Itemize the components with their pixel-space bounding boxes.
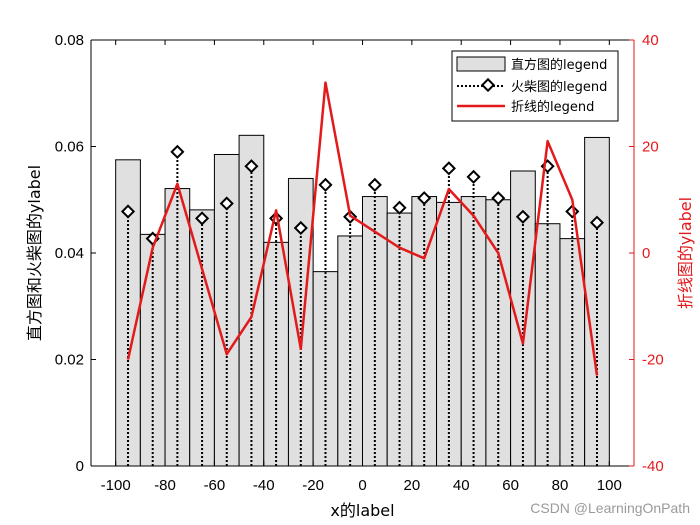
x-tick-label: 60 [502, 477, 519, 494]
x-tick-label: -60 [204, 477, 226, 494]
stem-marker [466, 169, 481, 184]
stem-marker [293, 220, 308, 236]
y-left-tick-label: 0.08 [55, 32, 84, 49]
stem-marker [417, 191, 432, 206]
y-left-tick-label: 0 [76, 458, 84, 475]
stem-marker [392, 200, 407, 215]
stem-marker [194, 211, 210, 226]
x-tick-label: 80 [552, 477, 569, 494]
y-left-axis-title: 直方图和火柴图的ylabel [25, 165, 44, 341]
y-left-tick-label: 0.04 [55, 245, 84, 262]
stem-marker [491, 191, 506, 206]
axes [90, 39, 635, 467]
histogram-bar [436, 201, 462, 467]
legend-label-line: 折线的legend [511, 99, 594, 115]
histogram-bar [386, 212, 413, 467]
watermark-text: CSDN @LearningOnPath [530, 500, 690, 516]
stem-marker [170, 144, 185, 159]
stem-marker [367, 177, 382, 192]
stem-marker [589, 215, 605, 230]
x-tick-label: 100 [597, 477, 622, 494]
x-tick-label: 0 [358, 477, 366, 494]
legend-swatch-histogram [456, 56, 506, 72]
x-tick-label: 20 [404, 477, 421, 494]
histogram-bar [164, 188, 191, 467]
stem-marker [219, 196, 234, 211]
y-right-tick-label: -40 [642, 458, 664, 475]
stem-marker [441, 161, 456, 176]
stem-marker [318, 177, 333, 192]
histogram-bar [337, 235, 363, 467]
tick-labels: -100 -80 -60 -40 -20 0 20 40 60 80 100 0 0.02 0.04 0.0… [55, 32, 664, 494]
y-right-tick-label: 40 [642, 32, 659, 49]
stem-marker [244, 159, 259, 174]
x-tick-label: -40 [253, 477, 275, 494]
stem-marker [120, 204, 136, 219]
legend: 直方图的legend 火柴图的legend 折线的legend [451, 50, 619, 122]
x-tick-label: -20 [302, 477, 324, 494]
y-left-tick-label: 0.06 [55, 139, 84, 156]
x-tick-label: -100 [101, 477, 131, 494]
x-tick-label: -80 [154, 477, 176, 494]
legend-marker-stem [480, 77, 496, 93]
line-series [126, 81, 599, 376]
legend-label-histogram: 直方图的legend [511, 57, 607, 73]
legend-label-stem: 火柴图的legend [511, 79, 607, 95]
y-right-tick-label: 0 [642, 245, 650, 262]
y-right-tick-label: -20 [642, 352, 664, 369]
x-tick-label: 40 [453, 477, 470, 494]
y-left-tick-label: 0.02 [55, 352, 84, 369]
y-right-tick-label: 20 [642, 139, 659, 156]
line-layer [126, 81, 599, 376]
x-axis-title: x的label [330, 501, 394, 520]
y-right-axis-title: 折线图的ylabel [676, 197, 695, 309]
stem-marker [515, 209, 531, 224]
